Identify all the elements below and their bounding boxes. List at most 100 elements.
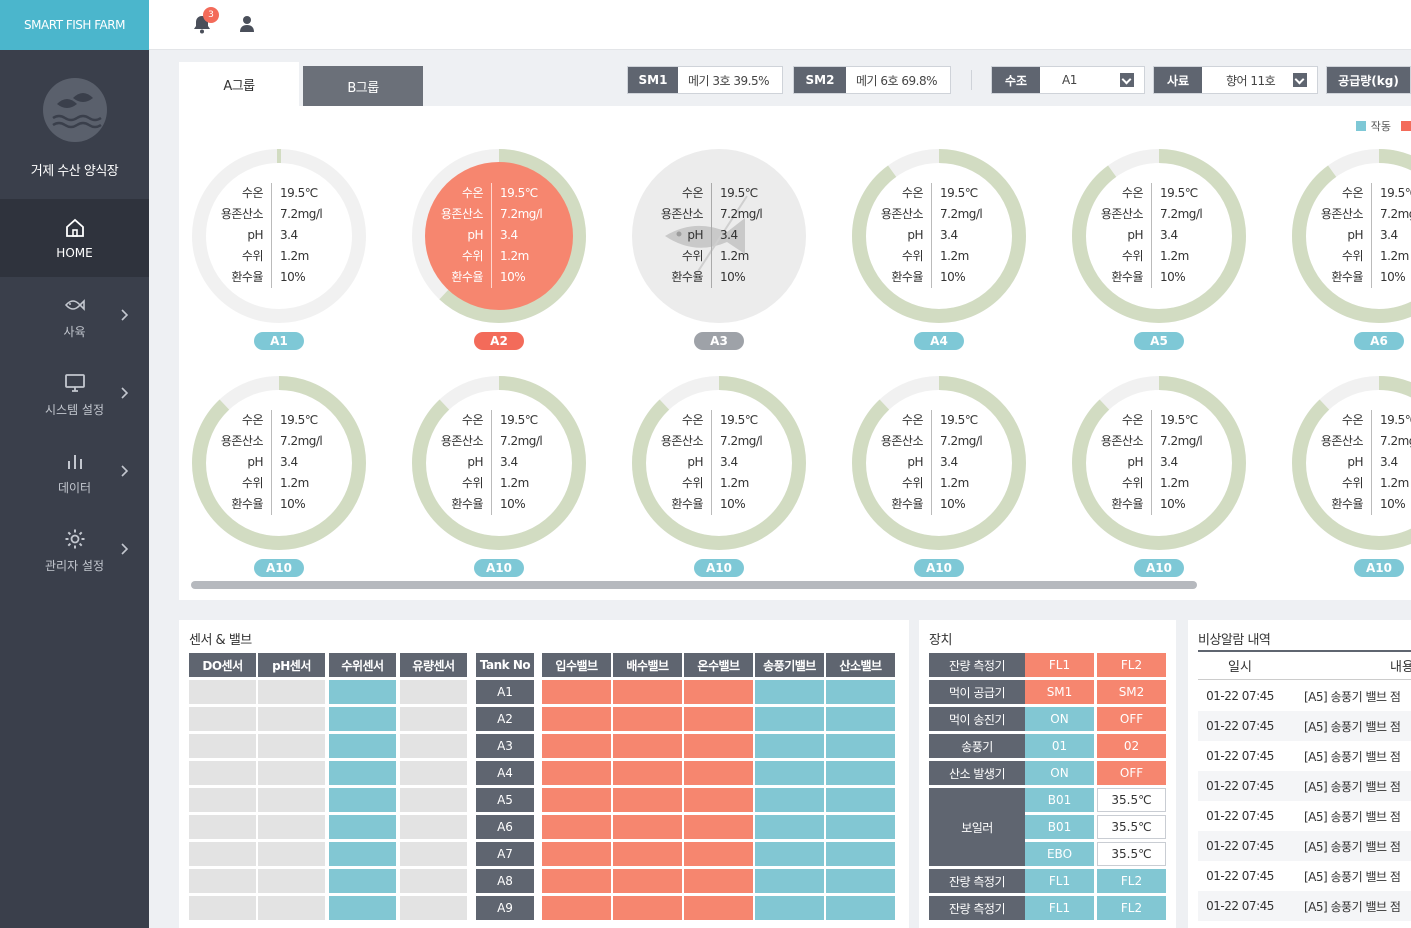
valve-status-cell[interactable] (826, 788, 895, 812)
device-toggle[interactable]: SM1 (1025, 680, 1094, 704)
tank-label[interactable]: A1 (254, 332, 304, 350)
tank-label[interactable]: A10 (694, 559, 744, 577)
valve-status-cell[interactable] (826, 761, 895, 785)
valve-status-cell[interactable] (542, 896, 611, 920)
sensor-status-cell[interactable] (329, 761, 396, 785)
sensor-status-cell[interactable] (258, 734, 325, 758)
sensor-status-cell[interactable] (400, 869, 467, 893)
valve-status-cell[interactable] (826, 680, 895, 704)
valve-status-cell[interactable] (684, 707, 753, 731)
valve-status-cell[interactable] (613, 734, 682, 758)
tank-a3[interactable]: 수온 19.5℃ 용존산소 7.2mg/l pH 3.4 수위 1.2m 환수율 10% A3 (629, 146, 809, 356)
valve-status-cell[interactable] (613, 842, 682, 866)
supply-amount[interactable]: 공급량(kg) (1326, 66, 1411, 94)
valve-status-cell[interactable] (542, 869, 611, 893)
device-toggle[interactable]: FL2 (1097, 896, 1166, 920)
valve-status-cell[interactable] (755, 707, 824, 731)
alarm-row[interactable]: 01-22 07:45 [A5] 송풍기 밸브 점 (1198, 711, 1411, 741)
alarm-row[interactable]: 01-22 07:45 [A5] 송풍기 밸브 점 (1198, 681, 1411, 711)
sensor-status-cell[interactable] (329, 815, 396, 839)
tank-label[interactable]: A10 (914, 559, 964, 577)
tank-a4[interactable]: 수온 19.5℃ 용존산소 7.2mg/l pH 3.4 수위 1.2m 환수율 10% A4 (849, 146, 1029, 356)
valve-status-cell[interactable] (613, 680, 682, 704)
tank-label[interactable]: A10 (1134, 559, 1184, 577)
valve-status-cell[interactable] (684, 896, 753, 920)
alarm-row[interactable]: 01-22 07:45 [A5] 송풍기 밸브 점 (1198, 741, 1411, 771)
valve-status-cell[interactable] (826, 842, 895, 866)
valve-status-cell[interactable] (613, 707, 682, 731)
valve-status-cell[interactable] (542, 761, 611, 785)
tank-label[interactable]: A4 (914, 332, 964, 350)
device-toggle[interactable]: SM2 (1097, 680, 1166, 704)
alarm-row[interactable]: 01-22 07:45 [A5] 송풍기 밸브 점 (1198, 771, 1411, 801)
sensor-status-cell[interactable] (258, 761, 325, 785)
valve-status-cell[interactable] (684, 734, 753, 758)
tank-a5[interactable]: 수온 19.5℃ 용존산소 7.2mg/l pH 3.4 수위 1.2m 환수율 10% A5 (1069, 146, 1249, 356)
tank-label[interactable]: A3 (694, 332, 744, 350)
user-icon[interactable] (239, 15, 255, 33)
device-toggle[interactable]: ON (1025, 761, 1094, 785)
valve-status-cell[interactable] (684, 788, 753, 812)
sensor-status-cell[interactable] (400, 680, 467, 704)
sensor-status-cell[interactable] (400, 788, 467, 812)
tank-label[interactable]: A5 (1134, 332, 1184, 350)
valve-status-cell[interactable] (613, 815, 682, 839)
chevron-down-icon[interactable] (1120, 73, 1134, 87)
sensor-status-cell[interactable] (329, 869, 396, 893)
tank-label[interactable]: A10 (254, 559, 304, 577)
sensor-status-cell[interactable] (400, 896, 467, 920)
sidebar-item-home[interactable]: HOME (0, 199, 149, 277)
valve-status-cell[interactable] (613, 761, 682, 785)
valve-status-cell[interactable] (826, 707, 895, 731)
alarm-row[interactable]: 01-22 07:45 [A5] 송풍기 밸브 점 (1198, 831, 1411, 861)
tank-select[interactable]: 수조 A1 (991, 66, 1145, 94)
device-toggle[interactable]: 01 (1025, 734, 1094, 758)
valve-status-cell[interactable] (542, 734, 611, 758)
device-toggle[interactable]: FL1 (1025, 869, 1094, 893)
valve-status-cell[interactable] (755, 788, 824, 812)
device-toggle[interactable]: OFF (1097, 707, 1166, 731)
tank-label[interactable]: A10 (474, 559, 524, 577)
tab-a-group[interactable]: A그룹 (179, 62, 299, 106)
valve-status-cell[interactable] (613, 896, 682, 920)
sensor-status-cell[interactable] (329, 680, 396, 704)
sensor-status-cell[interactable] (258, 788, 325, 812)
sensor-status-cell[interactable] (329, 707, 396, 731)
tank-a10[interactable]: 수온 19.5℃ 용존산소 7.2mg/l pH 3.4 수위 1.2m 환수율 10% A10 (629, 373, 809, 583)
horizontal-scrollbar[interactable] (191, 581, 1197, 589)
sensor-status-cell[interactable] (258, 707, 325, 731)
sidebar-item-admin-settings[interactable]: 관리자 설정 (0, 511, 149, 589)
sensor-status-cell[interactable] (329, 842, 396, 866)
device-toggle[interactable]: FL1 (1025, 896, 1094, 920)
sensor-status-cell[interactable] (189, 815, 256, 839)
valve-status-cell[interactable] (755, 869, 824, 893)
tank-label[interactable]: A10 (1354, 559, 1404, 577)
valve-status-cell[interactable] (613, 869, 682, 893)
sensor-status-cell[interactable] (400, 815, 467, 839)
sidebar-item-rearing[interactable]: 사육 (0, 277, 149, 355)
sensor-status-cell[interactable] (189, 734, 256, 758)
sensor-status-cell[interactable] (400, 734, 467, 758)
tank-a10[interactable]: 수온 19.5℃ 용존산소 7.2mg/l pH 3.4 수위 1.2m 환수율 10% A10 (1069, 373, 1249, 583)
tab-b-group[interactable]: B그룹 (303, 66, 423, 106)
device-toggle[interactable]: FL2 (1097, 653, 1166, 677)
valve-status-cell[interactable] (542, 707, 611, 731)
sensor-status-cell[interactable] (258, 842, 325, 866)
sensor-status-cell[interactable] (329, 734, 396, 758)
valve-status-cell[interactable] (684, 842, 753, 866)
valve-status-cell[interactable] (755, 842, 824, 866)
valve-status-cell[interactable] (613, 788, 682, 812)
device-toggle[interactable]: ON (1025, 707, 1094, 731)
sensor-status-cell[interactable] (400, 761, 467, 785)
device-toggle[interactable]: 02 (1097, 734, 1166, 758)
valve-status-cell[interactable] (755, 896, 824, 920)
boiler-unit[interactable]: EBO (1025, 842, 1094, 866)
sensor-status-cell[interactable] (189, 842, 256, 866)
valve-status-cell[interactable] (542, 680, 611, 704)
chevron-down-icon[interactable] (1293, 73, 1307, 87)
tank-a10[interactable]: 수온 19.5℃ 용존산소 7.2mg/l pH 3.4 수위 1.2m 환수율 10% A10 (189, 373, 369, 583)
sidebar-item-data[interactable]: 데이터 (0, 433, 149, 511)
boiler-unit[interactable]: B01 (1025, 815, 1094, 839)
valve-status-cell[interactable] (684, 761, 753, 785)
valve-status-cell[interactable] (684, 869, 753, 893)
